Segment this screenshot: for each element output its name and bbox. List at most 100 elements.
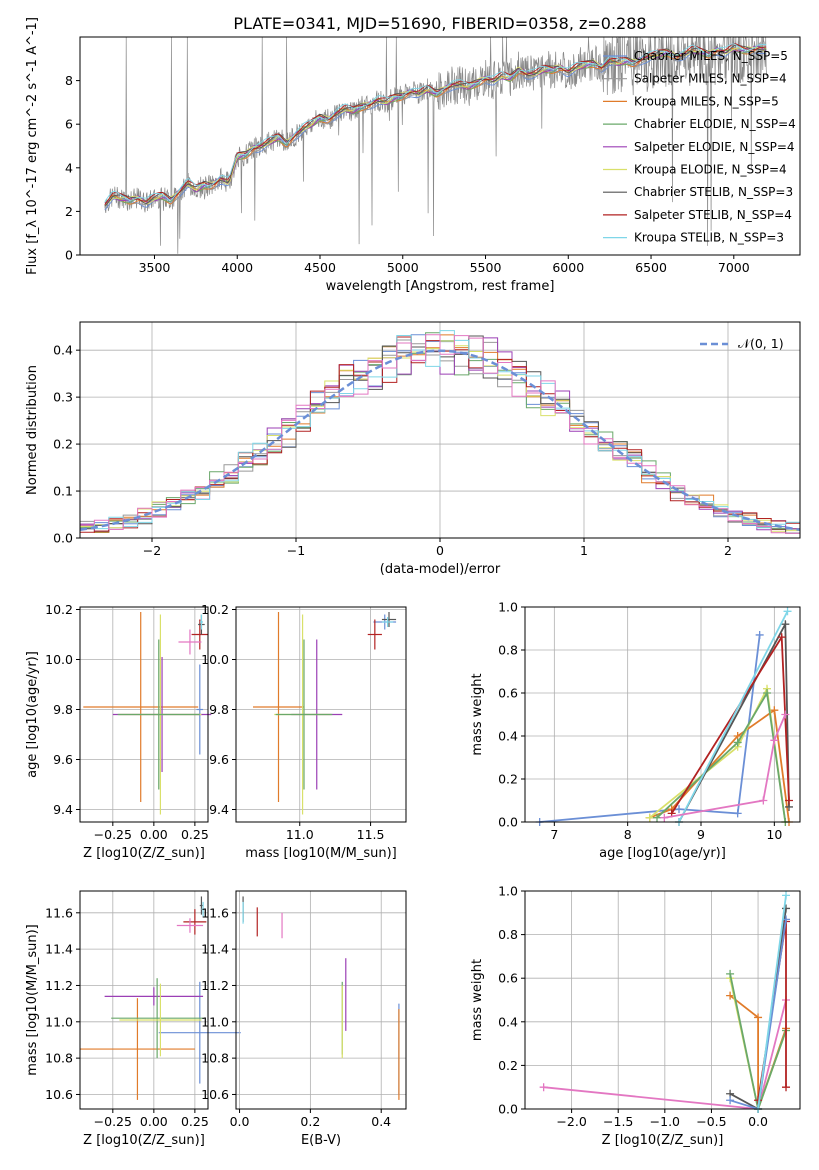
y-tick-label: 10.0	[201, 652, 229, 667]
plus-marker	[675, 805, 683, 814]
y-tick-label: 9.8	[209, 702, 229, 717]
x-tick-label: 5000	[387, 260, 419, 275]
legend-label: Chabrier MILES, N_SSP=5	[634, 49, 788, 63]
x-tick-label: 1	[580, 543, 588, 558]
plus-marker	[733, 738, 742, 747]
x-tick-label: −0.25	[94, 827, 132, 842]
y-tick-label: 0.8	[498, 643, 518, 658]
y-tick-label: 0.6	[498, 686, 518, 701]
y-tick-label: 10.0	[45, 652, 73, 667]
y-tick-label: 9.6	[209, 752, 229, 767]
plus-marker	[770, 736, 779, 745]
y-tick-label: 0.3	[53, 390, 73, 405]
y-tick-label: 0.2	[498, 1058, 518, 1073]
plus-marker	[777, 633, 786, 642]
y-axis-label: Normed distribution	[25, 365, 40, 495]
y-tick-label: 10.6	[45, 1087, 73, 1102]
observed-spectrum	[104, 36, 768, 254]
x-tick-label: 0.2	[300, 1114, 320, 1129]
mass-weight-line	[678, 610, 789, 823]
x-tick-label: 11.5	[357, 827, 385, 842]
x-tick-label: 0.0	[748, 1114, 768, 1129]
axes-frame	[235, 890, 407, 1110]
x-tick-label: 0.25	[181, 1114, 209, 1129]
y-axis-label: mass [log10(M/M_sun)]	[25, 924, 40, 1076]
x-tick-label: −2	[143, 543, 161, 558]
age-vs-mass-panel: 11.0 11.5 9.4 9.6 9.8 10.0 10.2 mass [log10(M/M…	[201, 602, 407, 861]
y-tick-label: 0	[65, 248, 73, 263]
axes-frame	[79, 606, 209, 823]
y-tick-label: 2	[65, 204, 73, 219]
y-tick-label: 11.2	[201, 978, 229, 993]
plus-marker	[726, 991, 735, 1000]
mass-weight-vs-metallicity-panel: −2.0 −1.5 −1.0 −0.5 0.0 0.0 0.2 0.4 0.6 0.8 1.0 Z […	[470, 884, 801, 1148]
plus-marker	[785, 796, 793, 805]
x-tick-label: 9	[697, 827, 705, 842]
y-tick-label: 11.4	[45, 942, 73, 957]
x-axis-label: E(B-V)	[301, 1133, 341, 1148]
histogram-panel: −2 −1 0 1 2 0.0 0.1 0.2 0.3 0.4 (data-model)/error…	[25, 321, 801, 577]
axes-frame	[524, 890, 801, 1110]
model-spectrum-line	[104, 45, 767, 204]
x-tick-label: 6000	[552, 260, 584, 275]
plus-marker	[782, 1083, 791, 1092]
y-tick-label: 0.2	[498, 772, 518, 787]
x-tick-label: 6500	[635, 260, 667, 275]
plus-marker	[726, 1096, 735, 1105]
y-tick-label: 11.6	[201, 905, 229, 920]
mass-weight-vs-age-panel: 7 8 9 10 0.0 0.2 0.4 0.6 0.8 1.0 age [log10(age/yr…	[470, 600, 801, 861]
y-tick-label: 0.6	[498, 971, 518, 986]
y-axis-label: mass weight	[470, 673, 485, 755]
legend-label: 𝒩(0, 1)	[738, 336, 784, 351]
x-tick-label: 8	[624, 827, 632, 842]
x-axis-label: mass [log10(M/M_sun)]	[245, 846, 397, 861]
y-tick-label: 0.4	[498, 729, 518, 744]
axes-frame	[79, 321, 801, 539]
x-axis-label: Z [log10(Z/Z_sun)]	[83, 1133, 205, 1148]
plus-marker	[781, 620, 790, 629]
axes-frame	[79, 36, 801, 256]
x-tick-label: 7	[550, 827, 558, 842]
model-spectrum-line	[104, 44, 767, 207]
x-tick-label: −0.5	[696, 1114, 726, 1129]
model-spectrum-line	[104, 47, 767, 206]
legend-label: Kroupa MILES, N_SSP=5	[634, 94, 779, 108]
mass-vs-metallicity-panel: −0.25 0.00 0.25 10.6 10.8 11.0 11.2 11.4 11.6 Z […	[25, 890, 241, 1148]
y-tick-label: 8	[65, 73, 73, 88]
x-tick-label: 0.25	[181, 827, 209, 842]
x-tick-label: −1.0	[650, 1114, 680, 1129]
y-tick-label: 10.8	[45, 1051, 73, 1066]
legend-label: Salpeter ELODIE, N_SSP=4	[634, 140, 795, 154]
y-axis-label: Flux [f_λ 10^-17 erg cm^-2 s^-1 A^-1]	[25, 17, 40, 275]
x-tick-label: −1	[287, 543, 305, 558]
plus-marker	[783, 607, 792, 616]
y-tick-label: 0.0	[498, 815, 518, 830]
mass-weight-line	[757, 895, 787, 1110]
mass-weight-line	[656, 690, 787, 823]
y-tick-label: 0.2	[53, 437, 73, 452]
x-tick-label: 2	[724, 543, 732, 558]
x-tick-label: 4500	[304, 260, 336, 275]
y-tick-label: 1.0	[498, 600, 518, 615]
plus-marker	[754, 1013, 763, 1022]
y-tick-label: 0.4	[498, 1014, 518, 1029]
y-axis-label: mass weight	[470, 959, 485, 1041]
mass-vs-extinction-panel: 0.0 0.2 0.4 10.6 10.8 11.0 11.2 11.4 11.6 E(B-V)	[201, 890, 407, 1148]
y-tick-label: 10.2	[201, 602, 229, 617]
y-tick-label: 10.8	[201, 1051, 229, 1066]
legend-label: Salpeter MILES, N_SSP=4	[634, 72, 787, 86]
plus-marker	[770, 706, 779, 715]
x-axis-label: (data-model)/error	[380, 562, 501, 577]
plus-marker	[539, 1083, 548, 1092]
legend-label: Kroupa ELODIE, N_SSP=4	[634, 163, 787, 177]
x-tick-label: 4000	[221, 260, 253, 275]
y-tick-label: 11.4	[201, 942, 229, 957]
y-tick-label: 4	[65, 160, 73, 175]
legend-label: Chabrier STELIB, N_SSP=3	[634, 185, 793, 199]
model-spectrum-line	[104, 43, 767, 202]
x-tick-label: 0.0	[230, 1114, 250, 1129]
x-tick-label: 3500	[139, 260, 171, 275]
y-tick-label: 11.6	[45, 905, 73, 920]
y-tick-label: 9.4	[53, 802, 73, 817]
plus-marker	[660, 813, 669, 822]
